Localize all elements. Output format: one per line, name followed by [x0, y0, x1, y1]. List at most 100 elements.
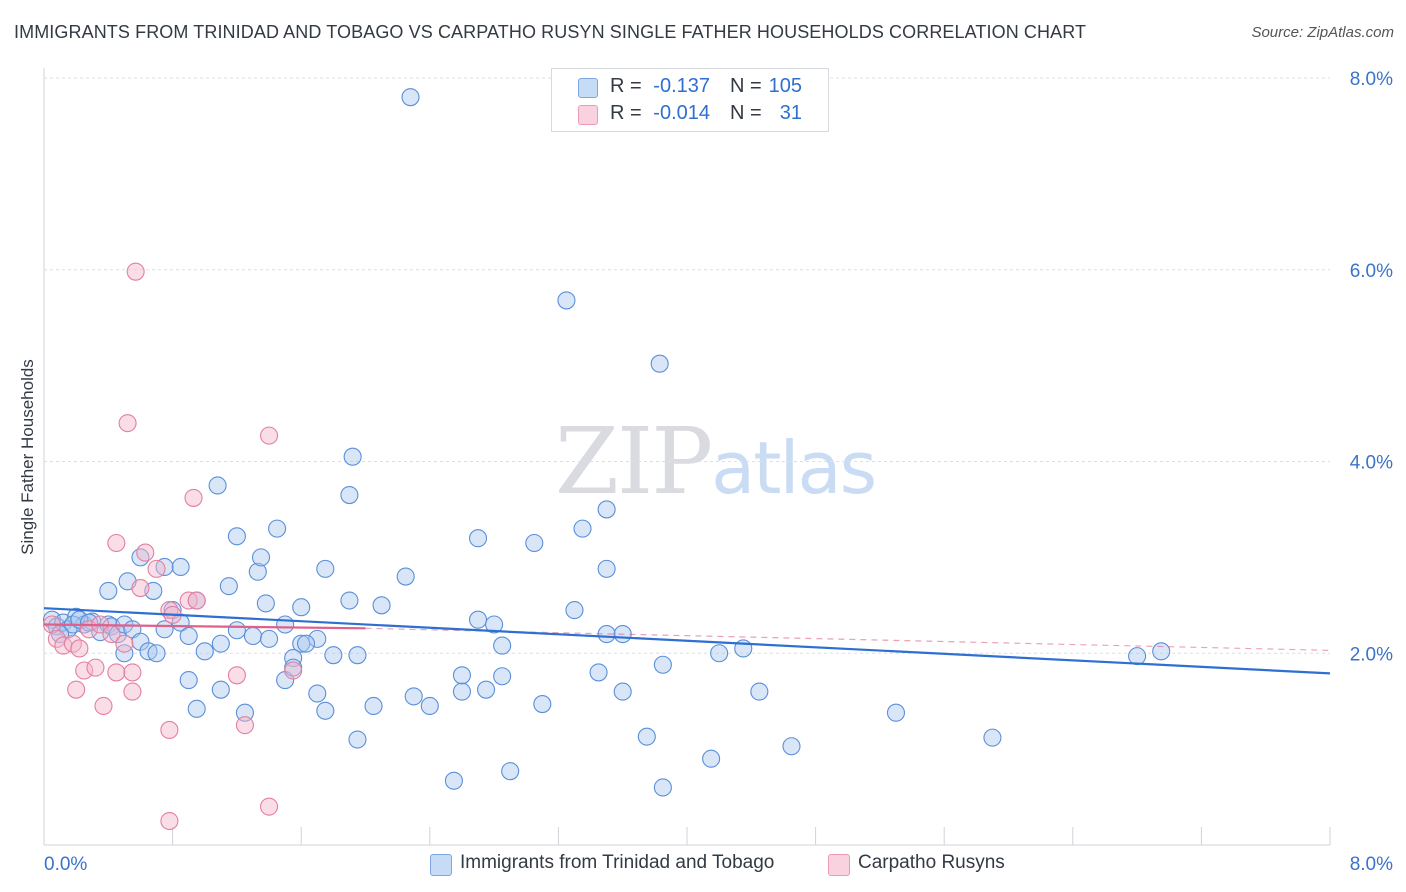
data-point-immigrants — [653, 778, 672, 797]
legend-r-label: R = — [610, 75, 642, 97]
data-point-immigrants — [292, 598, 311, 617]
trendline-rusyns-extension — [365, 627, 1331, 651]
data-point-immigrants — [208, 476, 227, 495]
legend-swatch-immigrants — [578, 78, 598, 98]
legend-swatch-rusyns — [828, 854, 850, 876]
y-tick-label: 2.0% — [1350, 644, 1393, 665]
data-point-immigrants — [131, 548, 150, 567]
data-point-immigrants — [179, 671, 198, 690]
data-point-immigrants — [710, 644, 729, 663]
data-point-rusyns — [67, 680, 86, 699]
legend-r-value: -0.137 — [653, 75, 710, 97]
data-point-immigrants — [211, 634, 230, 653]
data-point-immigrants — [195, 642, 214, 661]
data-point-immigrants — [348, 730, 367, 749]
data-point-rusyns — [70, 639, 89, 658]
data-point-rusyns — [107, 533, 126, 553]
data-point-rusyns — [259, 797, 279, 816]
legend-n-value: 105 — [768, 75, 802, 97]
data-point-immigrants — [401, 88, 420, 107]
data-point-rusyns — [187, 591, 206, 610]
data-point-immigrants — [452, 666, 472, 685]
legend-r-label: R = — [610, 102, 642, 124]
data-point-immigrants — [99, 581, 118, 600]
data-point-immigrants — [340, 486, 359, 505]
data-point-immigrants — [653, 655, 672, 674]
data-point-immigrants — [284, 648, 303, 668]
data-point-rusyns — [184, 488, 203, 507]
data-point-immigrants — [251, 548, 271, 567]
data-point-immigrants — [983, 728, 1002, 747]
data-point-immigrants — [650, 354, 669, 373]
data-point-immigrants — [702, 749, 721, 768]
data-point-immigrants — [597, 559, 616, 578]
data-point-immigrants — [227, 621, 246, 640]
data-point-immigrants — [597, 500, 616, 519]
data-point-immigrants — [525, 533, 544, 553]
data-point-rusyns — [227, 666, 246, 685]
data-point-rusyns — [123, 663, 142, 682]
data-point-immigrants — [348, 646, 367, 665]
data-point-immigrants — [268, 519, 287, 538]
y-tick-label: 4.0% — [1350, 453, 1393, 474]
data-point-immigrants — [227, 527, 246, 546]
data-point-immigrants — [316, 701, 335, 720]
data-point-immigrants — [573, 519, 592, 538]
watermark: ZIPatlas — [555, 408, 877, 515]
data-point-immigrants — [187, 699, 206, 718]
x-tick-label: 8.0% — [1350, 854, 1393, 875]
data-point-rusyns — [115, 634, 134, 653]
data-point-immigrants — [211, 680, 230, 699]
data-point-immigrants — [372, 596, 391, 615]
data-point-rusyns — [118, 414, 137, 433]
data-point-immigrants — [477, 680, 496, 699]
data-point-immigrants — [886, 703, 906, 722]
data-point-immigrants — [235, 703, 254, 722]
data-point-rusyns — [235, 716, 254, 735]
data-point-rusyns — [107, 663, 126, 682]
data-point-immigrants — [444, 771, 463, 790]
data-point-immigrants — [637, 727, 656, 746]
legend-n-label: N = — [730, 102, 762, 124]
data-point-immigrants — [147, 644, 166, 663]
data-point-rusyns — [94, 696, 113, 716]
series-legend: Immigrants from Trinidad and Tobago Carp… — [0, 852, 1406, 878]
data-point-rusyns — [259, 426, 279, 445]
chart-title: IMMIGRANTS FROM TRINIDAD AND TOBAGO VS C… — [14, 22, 1087, 42]
correlation-legend: R = -0.137 N = 105 R = -0.014 N = 31 — [551, 68, 829, 132]
data-point-immigrants — [324, 646, 343, 665]
legend-swatch-rusyns — [578, 105, 598, 125]
data-point-immigrants — [493, 667, 512, 686]
data-point-immigrants — [493, 636, 512, 655]
data-point-immigrants — [79, 613, 99, 632]
data-point-immigrants — [396, 567, 415, 586]
watermark-atlas: atlas — [711, 426, 877, 510]
data-point-immigrants — [1152, 642, 1171, 661]
data-point-immigrants — [308, 629, 327, 648]
data-point-rusyns — [160, 811, 179, 831]
data-point-immigrants — [1128, 647, 1147, 666]
data-point-immigrants — [557, 291, 576, 310]
source-credit: Source: ZipAtlas.com — [1251, 24, 1394, 41]
data-point-immigrants — [308, 684, 327, 703]
data-point-rusyns — [147, 559, 166, 578]
data-point-immigrants — [782, 737, 801, 756]
data-point-immigrants — [485, 615, 504, 634]
data-point-immigrants — [404, 687, 423, 706]
data-point-immigrants — [259, 629, 279, 648]
data-point-rusyns — [126, 262, 145, 281]
data-point-immigrants — [179, 626, 198, 646]
data-point-rusyns — [75, 661, 94, 680]
data-point-immigrants — [219, 577, 238, 596]
trendline-rusyns — [43, 623, 366, 630]
data-point-immigrants — [248, 562, 267, 581]
trendline-immigrants — [43, 607, 1331, 675]
data-point-immigrants — [276, 615, 295, 634]
data-point-rusyns — [123, 682, 142, 701]
data-point-immigrants — [343, 447, 362, 466]
data-point-immigrants — [115, 644, 134, 663]
data-point-immigrants — [340, 591, 359, 610]
data-point-immigrants — [256, 594, 275, 613]
data-point-rusyns — [136, 543, 155, 562]
